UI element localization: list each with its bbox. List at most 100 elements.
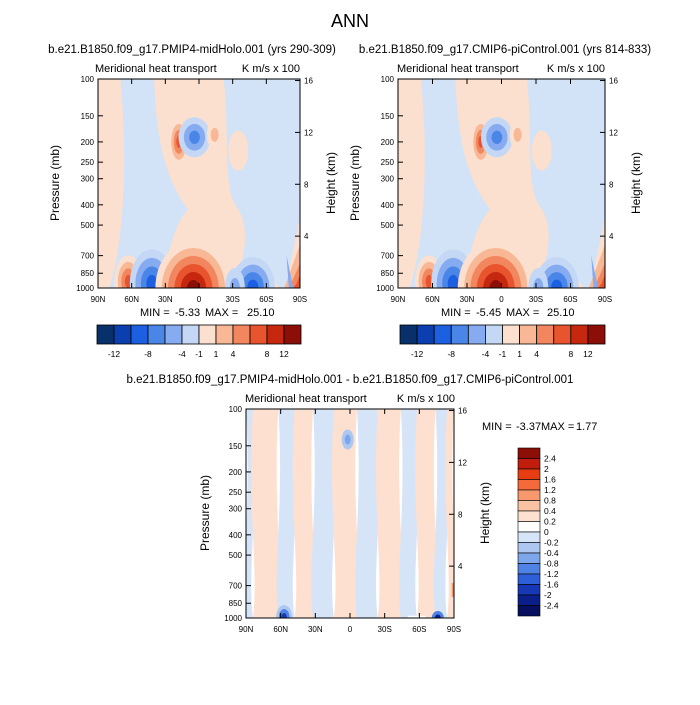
colorbar-swatch bbox=[198, 324, 217, 345]
picontrol-plot: 90N 60N 30N 0 30S 60S 90S 100 150 200 250 300 400 500… bbox=[376, 75, 618, 304]
colorbar-label: -12 bbox=[411, 349, 424, 359]
colorbar-swatch bbox=[517, 542, 541, 554]
polar-positive-region bbox=[593, 263, 605, 288]
colorbar-label: -12 bbox=[108, 349, 121, 359]
difference-max-label: MAX = bbox=[541, 421, 574, 433]
polar-positive-region bbox=[598, 274, 605, 288]
colorbar-label: -0.4 bbox=[544, 548, 559, 558]
y-tick-label: 200 bbox=[229, 468, 243, 477]
midholo-minmax: MIN = -5.33 MAX = 25.10 bbox=[140, 307, 275, 319]
figure-title: ANN bbox=[331, 11, 369, 31]
y-tick-label: 1000 bbox=[76, 284, 94, 293]
low-positive-cell bbox=[425, 274, 433, 288]
y-tick-label: 400 bbox=[229, 531, 243, 540]
colorbar-swatch bbox=[249, 324, 268, 345]
colorbar-swatch bbox=[164, 324, 183, 345]
colorbar-label: -4 bbox=[482, 349, 490, 359]
colorbar-swatch bbox=[113, 324, 132, 345]
midholo-colorbar: -12 -8 -4 -1 1 4 8 12 bbox=[96, 324, 302, 359]
x-tick-label: 90N bbox=[239, 625, 254, 634]
picontrol-colorbar: -12 -8 -4 -1 1 4 8 12 bbox=[399, 324, 606, 359]
colorbar-swatch bbox=[517, 458, 541, 470]
colorbar-swatch bbox=[517, 563, 541, 575]
height-tick-label: 4 bbox=[458, 562, 463, 571]
y-tick-label: 150 bbox=[81, 112, 95, 121]
colorbar-label: 0.2 bbox=[544, 517, 556, 527]
colorbar-label: 0.4 bbox=[544, 506, 556, 516]
difference-minmax: MIN = -3.37 MAX = 1.77 bbox=[482, 421, 597, 433]
colorbar-swatch bbox=[517, 594, 541, 606]
y-tick-label: 250 bbox=[381, 158, 395, 167]
colorbar-label: 1.2 bbox=[544, 485, 556, 495]
midholo-min-value: -5.33 bbox=[175, 307, 200, 319]
y-tick-label: 150 bbox=[229, 442, 243, 451]
upper-positive-cell bbox=[531, 130, 552, 171]
x-tick-label: 30N bbox=[308, 625, 323, 634]
y-tick-label: 200 bbox=[81, 138, 95, 147]
picontrol-ylabel-right: Height (km) bbox=[629, 152, 643, 214]
x-tick-label: 0 bbox=[197, 295, 202, 304]
x-tick-label: 60N bbox=[124, 295, 139, 304]
x-tick-label: 30S bbox=[378, 625, 392, 634]
colorbar-label: -1.2 bbox=[544, 569, 559, 579]
y-tick-label: 500 bbox=[229, 551, 243, 560]
difference-header: b.e21.B1850.f09_g17.PMIP4-midHolo.001 - … bbox=[127, 374, 574, 386]
upper-negative-cell bbox=[491, 130, 503, 144]
colorbar-label: -0.2 bbox=[544, 538, 559, 548]
low-positive-cell bbox=[187, 280, 200, 288]
low-negative-cell bbox=[447, 274, 459, 288]
colorbar-swatch bbox=[517, 521, 541, 533]
colorbar-label: 8 bbox=[568, 349, 573, 359]
picontrol-header: b.e21.B1850.f09_g17.CMIP6-piControl.001 … bbox=[359, 44, 651, 56]
colorbar-swatch bbox=[215, 324, 234, 345]
y-tick-label: 1000 bbox=[224, 614, 242, 623]
colorbar-swatch bbox=[587, 324, 606, 345]
colorbar-label: -8 bbox=[447, 349, 455, 359]
positive-region bbox=[376, 409, 403, 618]
midholo-header: b.e21.B1850.f09_g17.PMIP4-midHolo.001 (y… bbox=[48, 44, 336, 56]
x-tick-label: 60S bbox=[259, 295, 273, 304]
midholo-title: Meridional heat transport bbox=[95, 63, 217, 75]
colorbar-label: -2.4 bbox=[544, 601, 559, 611]
difference-min-label: MIN = bbox=[482, 421, 512, 433]
y-tick-label: 250 bbox=[229, 488, 243, 497]
colorbar-label: 1.6 bbox=[544, 475, 556, 485]
upper-positive-cell bbox=[210, 127, 219, 142]
midholo-units: K m/s x 100 bbox=[242, 63, 300, 75]
low-negative-cell bbox=[434, 614, 441, 618]
y-tick-label: 500 bbox=[381, 221, 395, 230]
colorbar-swatch bbox=[433, 324, 452, 345]
height-tick-label: 8 bbox=[458, 510, 463, 519]
difference-min-value: -3.37 bbox=[516, 421, 541, 433]
y-tick-label: 300 bbox=[81, 175, 95, 184]
colorbar-label: 2.4 bbox=[544, 454, 556, 464]
colorbar-label: 12 bbox=[583, 349, 593, 359]
positive-region bbox=[415, 409, 438, 618]
colorbar-label: 2 bbox=[544, 464, 549, 474]
y-tick-label: 1000 bbox=[376, 284, 394, 293]
height-tick-label: 16 bbox=[458, 407, 467, 416]
x-tick-label: 90S bbox=[598, 295, 612, 304]
upper-negative-cell bbox=[189, 130, 200, 144]
y-tick-label: 100 bbox=[229, 405, 243, 414]
low-negative-cell bbox=[281, 613, 287, 618]
colorbar-swatch bbox=[283, 324, 302, 345]
height-tick-label: 16 bbox=[304, 77, 313, 86]
y-tick-label: 700 bbox=[381, 252, 395, 261]
negative-region bbox=[399, 409, 419, 618]
colorbar-swatch bbox=[517, 510, 541, 522]
picontrol-ylabel: Pressure (mb) bbox=[348, 145, 362, 221]
y-tick-label: 700 bbox=[229, 582, 243, 591]
x-tick-label: 90S bbox=[293, 295, 307, 304]
y-tick-label: 250 bbox=[81, 158, 95, 167]
height-tick-label: 4 bbox=[609, 232, 614, 241]
colorbar-swatch bbox=[502, 324, 520, 345]
colorbar-label: 8 bbox=[265, 349, 270, 359]
y-tick-label: 400 bbox=[81, 201, 95, 210]
colorbar-swatch bbox=[517, 584, 541, 596]
picontrol-max-label: MAX = bbox=[506, 307, 539, 319]
x-tick-label: 30N bbox=[460, 295, 475, 304]
colorbar-swatch bbox=[517, 531, 541, 543]
midholo-plot: 90N 60N 30N 0 30S 60S 90S 100 150 200 250 300 400 500… bbox=[76, 75, 313, 304]
